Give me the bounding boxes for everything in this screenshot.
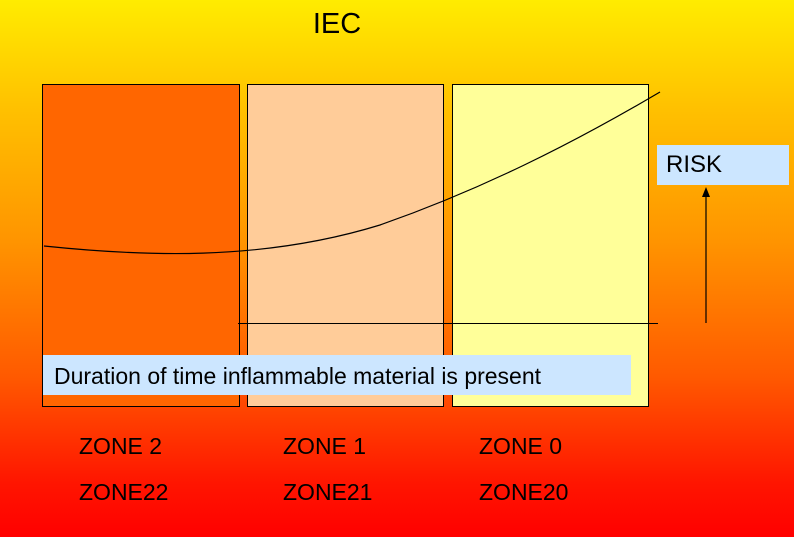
- slide-title: IEC: [312, 8, 362, 40]
- risk-label: RISK: [657, 145, 789, 185]
- time-axis-line: [238, 323, 658, 324]
- zone-2-label: ZONE 2: [79, 433, 163, 459]
- zone-20-label: ZONE20: [479, 479, 569, 505]
- zone-21-label: ZONE21: [283, 479, 373, 505]
- zone-22-label: ZONE22: [79, 479, 169, 505]
- duration-label: Duration of time inflammable material is…: [43, 355, 631, 395]
- risk-arrow-head: [702, 187, 710, 197]
- zone-1-label: ZONE 1: [283, 433, 367, 459]
- zone-0-label: ZONE 0: [479, 433, 563, 459]
